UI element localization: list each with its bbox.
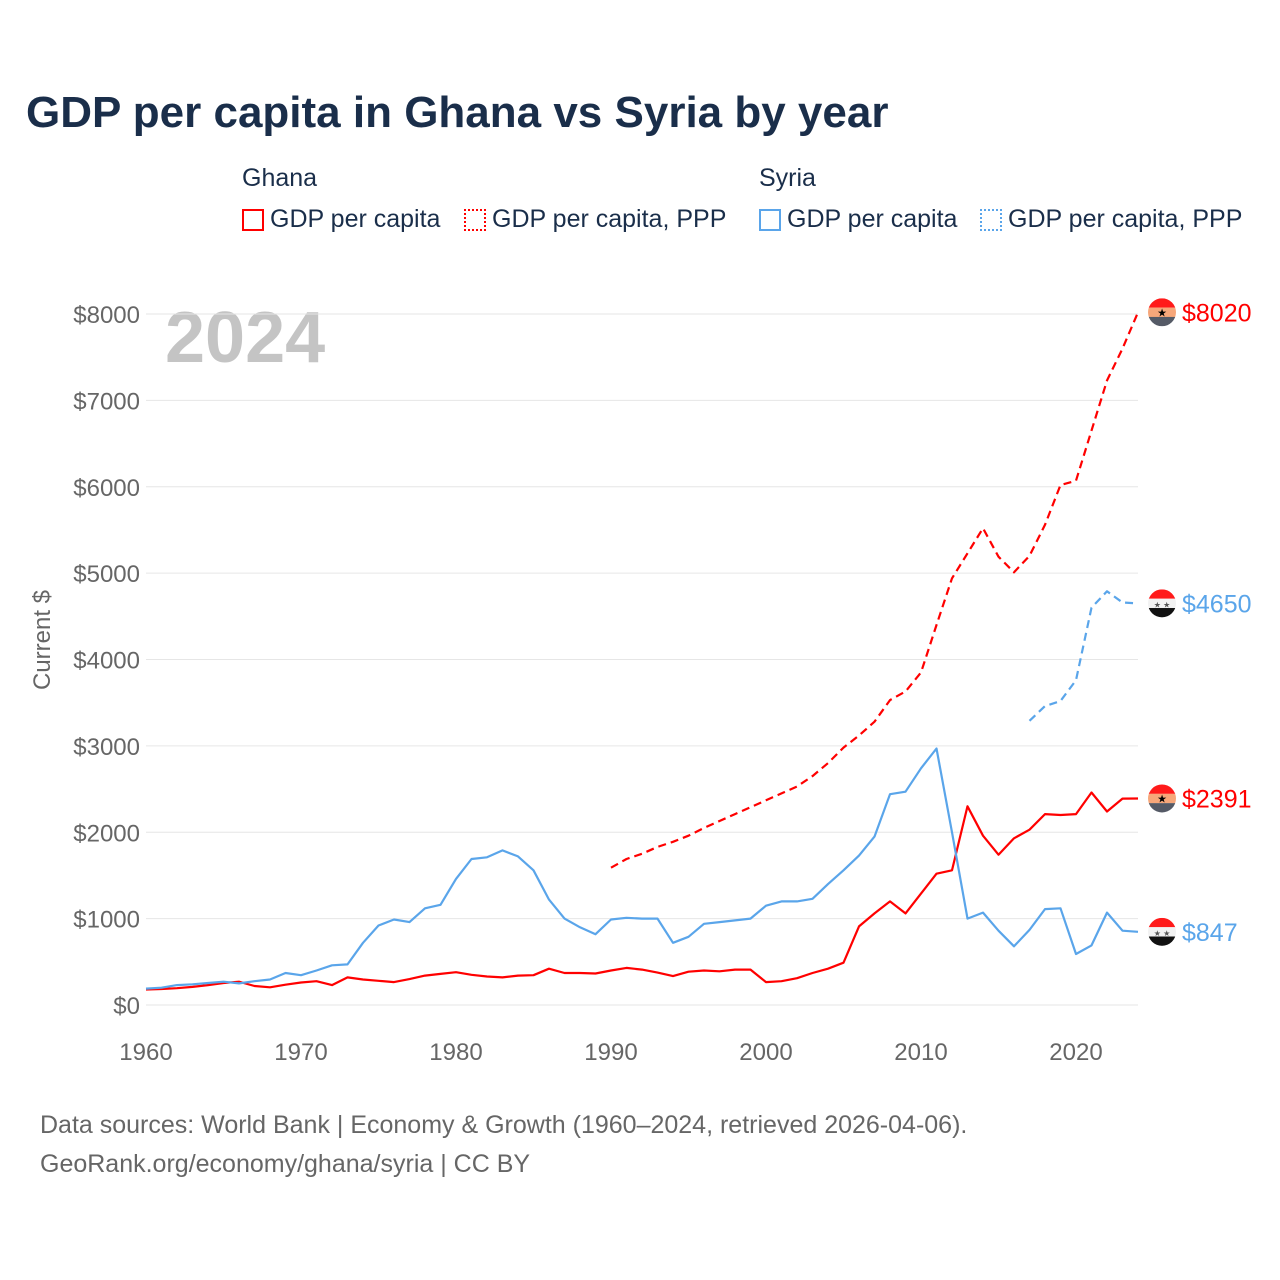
x-tick-label: 2010 bbox=[894, 1039, 947, 1066]
svg-text:★ ★: ★ ★ bbox=[1154, 929, 1171, 938]
series-line-3 bbox=[1028, 590, 1139, 722]
legend-syria-ppp[interactable]: GDP per capita, PPP bbox=[980, 205, 1242, 234]
footer: Data sources: World Bank | Economy & Gro… bbox=[40, 1106, 967, 1184]
footer-sources: Data sources: World Bank | Economy & Gro… bbox=[40, 1111, 968, 1139]
y-tick-label: $8000 bbox=[73, 302, 140, 329]
end-value-label: $4650 bbox=[1182, 590, 1252, 618]
end-value-label: $8020 bbox=[1182, 299, 1252, 327]
series-line-0 bbox=[145, 791, 1139, 991]
syria-flag-icon: ★ ★ bbox=[1148, 917, 1176, 946]
x-tick-label: 2020 bbox=[1049, 1039, 1102, 1066]
y-tick-label: $7000 bbox=[73, 388, 140, 415]
legend-group-ghana: Ghana bbox=[242, 164, 318, 192]
legend-label: GDP per capita, PPP bbox=[492, 205, 727, 233]
y-tick-label: $0 bbox=[113, 993, 140, 1020]
page-title: GDP per capita in Ghana vs Syria by year bbox=[26, 88, 889, 137]
legend-syria-gdp[interactable]: GDP per capita bbox=[759, 205, 957, 234]
y-tick-label: $5000 bbox=[73, 561, 140, 588]
legend-swatch-solid bbox=[759, 208, 781, 231]
x-tick-label: 1970 bbox=[274, 1039, 327, 1066]
y-tick-label: $1000 bbox=[73, 907, 140, 934]
svg-text:★ ★: ★ ★ bbox=[1154, 600, 1171, 609]
legend-swatch-dotted bbox=[980, 208, 1002, 231]
y-axis-label: Current $ bbox=[29, 590, 56, 690]
svg-text:★: ★ bbox=[1157, 307, 1167, 319]
svg-text:★: ★ bbox=[1157, 793, 1167, 805]
y-tick-label: $4000 bbox=[73, 648, 140, 675]
end-value-label: $847 bbox=[1182, 919, 1238, 947]
y-tick-label: $2000 bbox=[73, 820, 140, 847]
legend-ghana-gdp[interactable]: GDP per capita bbox=[242, 205, 440, 234]
year-overlay: 2024 bbox=[165, 298, 325, 378]
legend-swatch-dotted bbox=[464, 208, 486, 231]
x-tick-label: 1980 bbox=[429, 1039, 482, 1066]
legend-label: GDP per capita bbox=[270, 205, 441, 233]
ghana-flag-icon: ★ bbox=[1148, 784, 1176, 813]
x-tick-label: 2000 bbox=[739, 1039, 792, 1066]
legend-swatch-solid bbox=[242, 208, 264, 231]
series-line-1 bbox=[610, 311, 1140, 869]
legend-label: GDP per capita bbox=[787, 205, 958, 233]
legend-ghana-ppp[interactable]: GDP per capita, PPP bbox=[464, 205, 726, 234]
y-tick-label: $6000 bbox=[73, 475, 140, 502]
legend-label: GDP per capita, PPP bbox=[1008, 205, 1243, 233]
x-tick-label: 1990 bbox=[584, 1039, 637, 1066]
y-tick-label: $3000 bbox=[73, 734, 140, 761]
syria-flag-icon: ★ ★ bbox=[1148, 589, 1176, 618]
footer-link[interactable]: GeoRank.org/economy/ghana/syria | CC BY bbox=[40, 1150, 531, 1178]
ghana-flag-icon: ★ bbox=[1148, 298, 1176, 327]
x-tick-label: 1960 bbox=[119, 1039, 172, 1066]
series-line-2 bbox=[145, 747, 1139, 990]
end-value-label: $2391 bbox=[1182, 785, 1252, 813]
legend-group-syria: Syria bbox=[759, 164, 816, 192]
